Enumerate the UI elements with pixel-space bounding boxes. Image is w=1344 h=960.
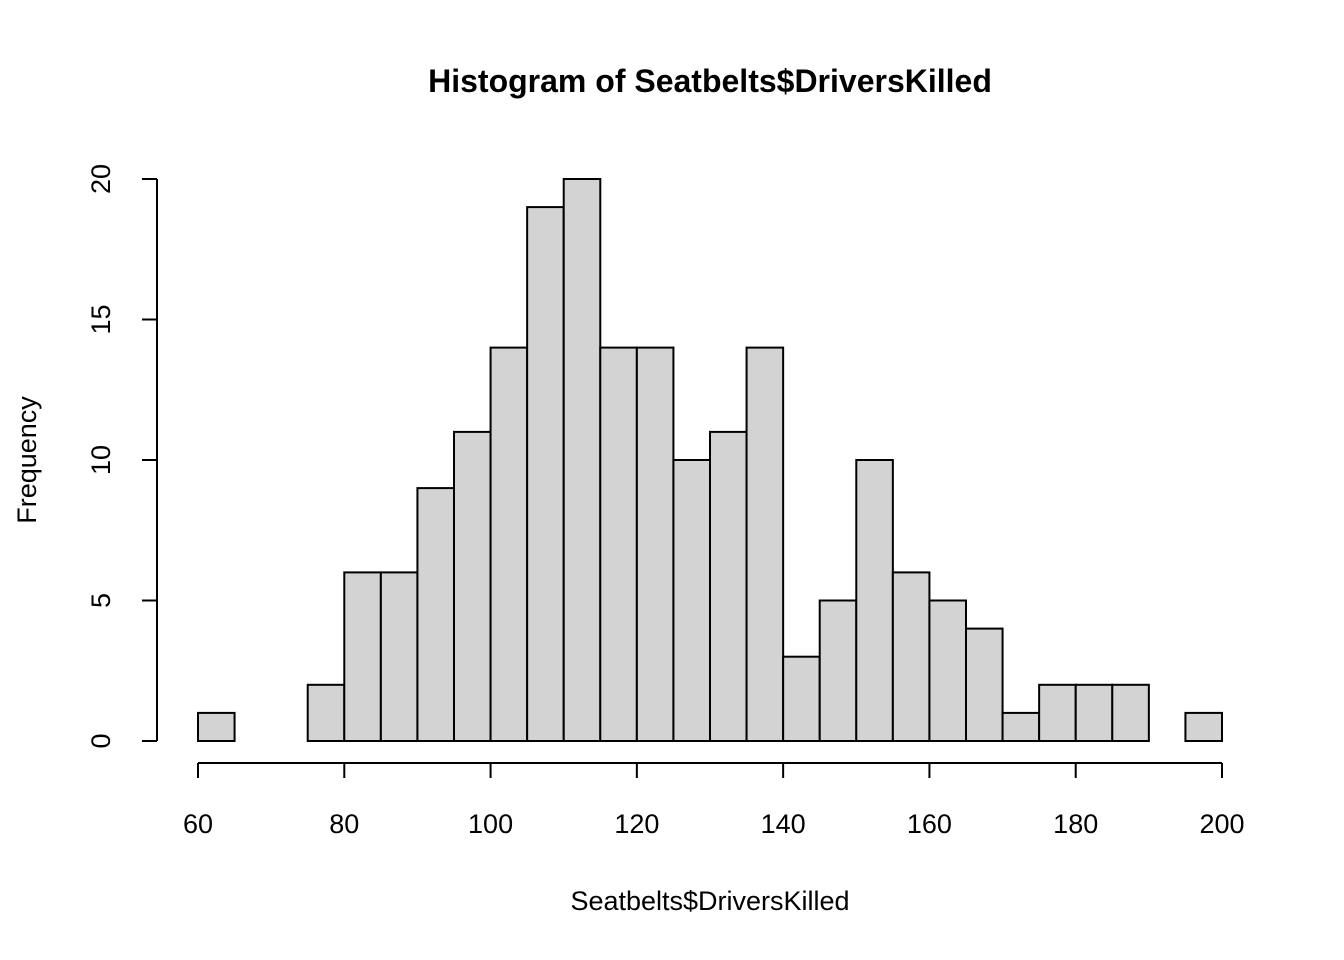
histogram-bar — [489, 346, 529, 742]
x-tick-label: 80 — [329, 809, 359, 839]
histogram-bar — [416, 487, 455, 742]
histogram-bar — [1001, 711, 1041, 743]
histogram-bar — [453, 430, 492, 742]
x-tick-label: 200 — [1199, 809, 1244, 839]
y-axis: 0 5 10 15 20 — [86, 164, 158, 749]
chart-title: Histogram of Seatbelts$DriversKilled — [428, 63, 992, 99]
histogram-bar — [709, 430, 748, 742]
x-tick-label: 160 — [907, 809, 952, 839]
histogram-bar — [928, 599, 968, 742]
histogram-bar — [1074, 683, 1114, 742]
bars-group — [197, 178, 1224, 743]
x-tick-label: 140 — [761, 809, 806, 839]
y-tick-label: 5 — [86, 593, 116, 608]
histogram-bar — [818, 599, 858, 742]
x-tick-label: 180 — [1053, 809, 1098, 839]
x-axis: 60 80 100 120 140 160 180 200 — [183, 762, 1245, 839]
histogram-bar — [635, 346, 675, 742]
histogram-bar — [343, 571, 382, 743]
y-tick-label: 0 — [86, 733, 116, 748]
histogram-bar — [599, 346, 638, 742]
y-tick-label: 15 — [86, 304, 116, 334]
x-axis-label: Seatbelts$DriversKilled — [570, 886, 849, 916]
x-tick-label: 120 — [614, 809, 659, 839]
x-tick-label: 100 — [468, 809, 513, 839]
y-axis-label: Frequency — [12, 396, 42, 524]
histogram-bar — [672, 459, 712, 742]
histogram-bar — [782, 655, 821, 743]
histogram-bar — [562, 178, 602, 742]
y-tick-label: 10 — [86, 445, 116, 475]
histogram-bar — [306, 683, 346, 742]
histogram-bar — [1111, 683, 1150, 742]
histogram-bar — [891, 571, 931, 743]
histogram-bar — [745, 346, 785, 742]
histogram-bar — [1038, 683, 1077, 742]
y-tick-label: 20 — [86, 164, 116, 194]
histogram-bar — [526, 206, 565, 743]
histogram-bar — [379, 571, 419, 743]
histogram-bar — [197, 711, 236, 743]
histogram-bar — [1184, 711, 1224, 743]
histogram-bar — [855, 459, 894, 742]
x-tick-label: 60 — [183, 809, 213, 839]
histogram-bar — [965, 627, 1004, 742]
